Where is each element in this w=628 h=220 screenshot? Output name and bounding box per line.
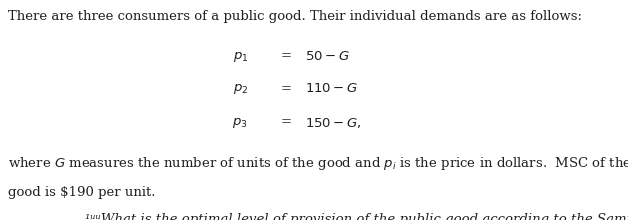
Text: $p_2$: $p_2$ [233,82,248,97]
Text: $110 - G$: $110 - G$ [305,82,358,95]
Text: =: = [280,50,291,62]
Text: =: = [280,116,291,128]
Text: $150 - G,$: $150 - G,$ [305,116,361,130]
Text: $p_3$: $p_3$ [232,116,248,130]
Text: where $G$ measures the number of units of the good and $p_i$ is the price in dol: where $G$ measures the number of units o… [8,155,628,172]
Text: There are three consumers of a public good. Their individual demands are as foll: There are three consumers of a public go… [8,10,582,23]
Text: $p_1$: $p_1$ [232,50,248,64]
Text: ¹ᵘᵘWhat is the optimal level of provision of the public good according to the Sa: ¹ᵘᵘWhat is the optimal level of provisio… [85,213,628,220]
Text: $50 - G$: $50 - G$ [305,50,349,62]
Text: good is $190 per unit.: good is $190 per unit. [8,186,155,199]
Text: =: = [280,82,291,95]
